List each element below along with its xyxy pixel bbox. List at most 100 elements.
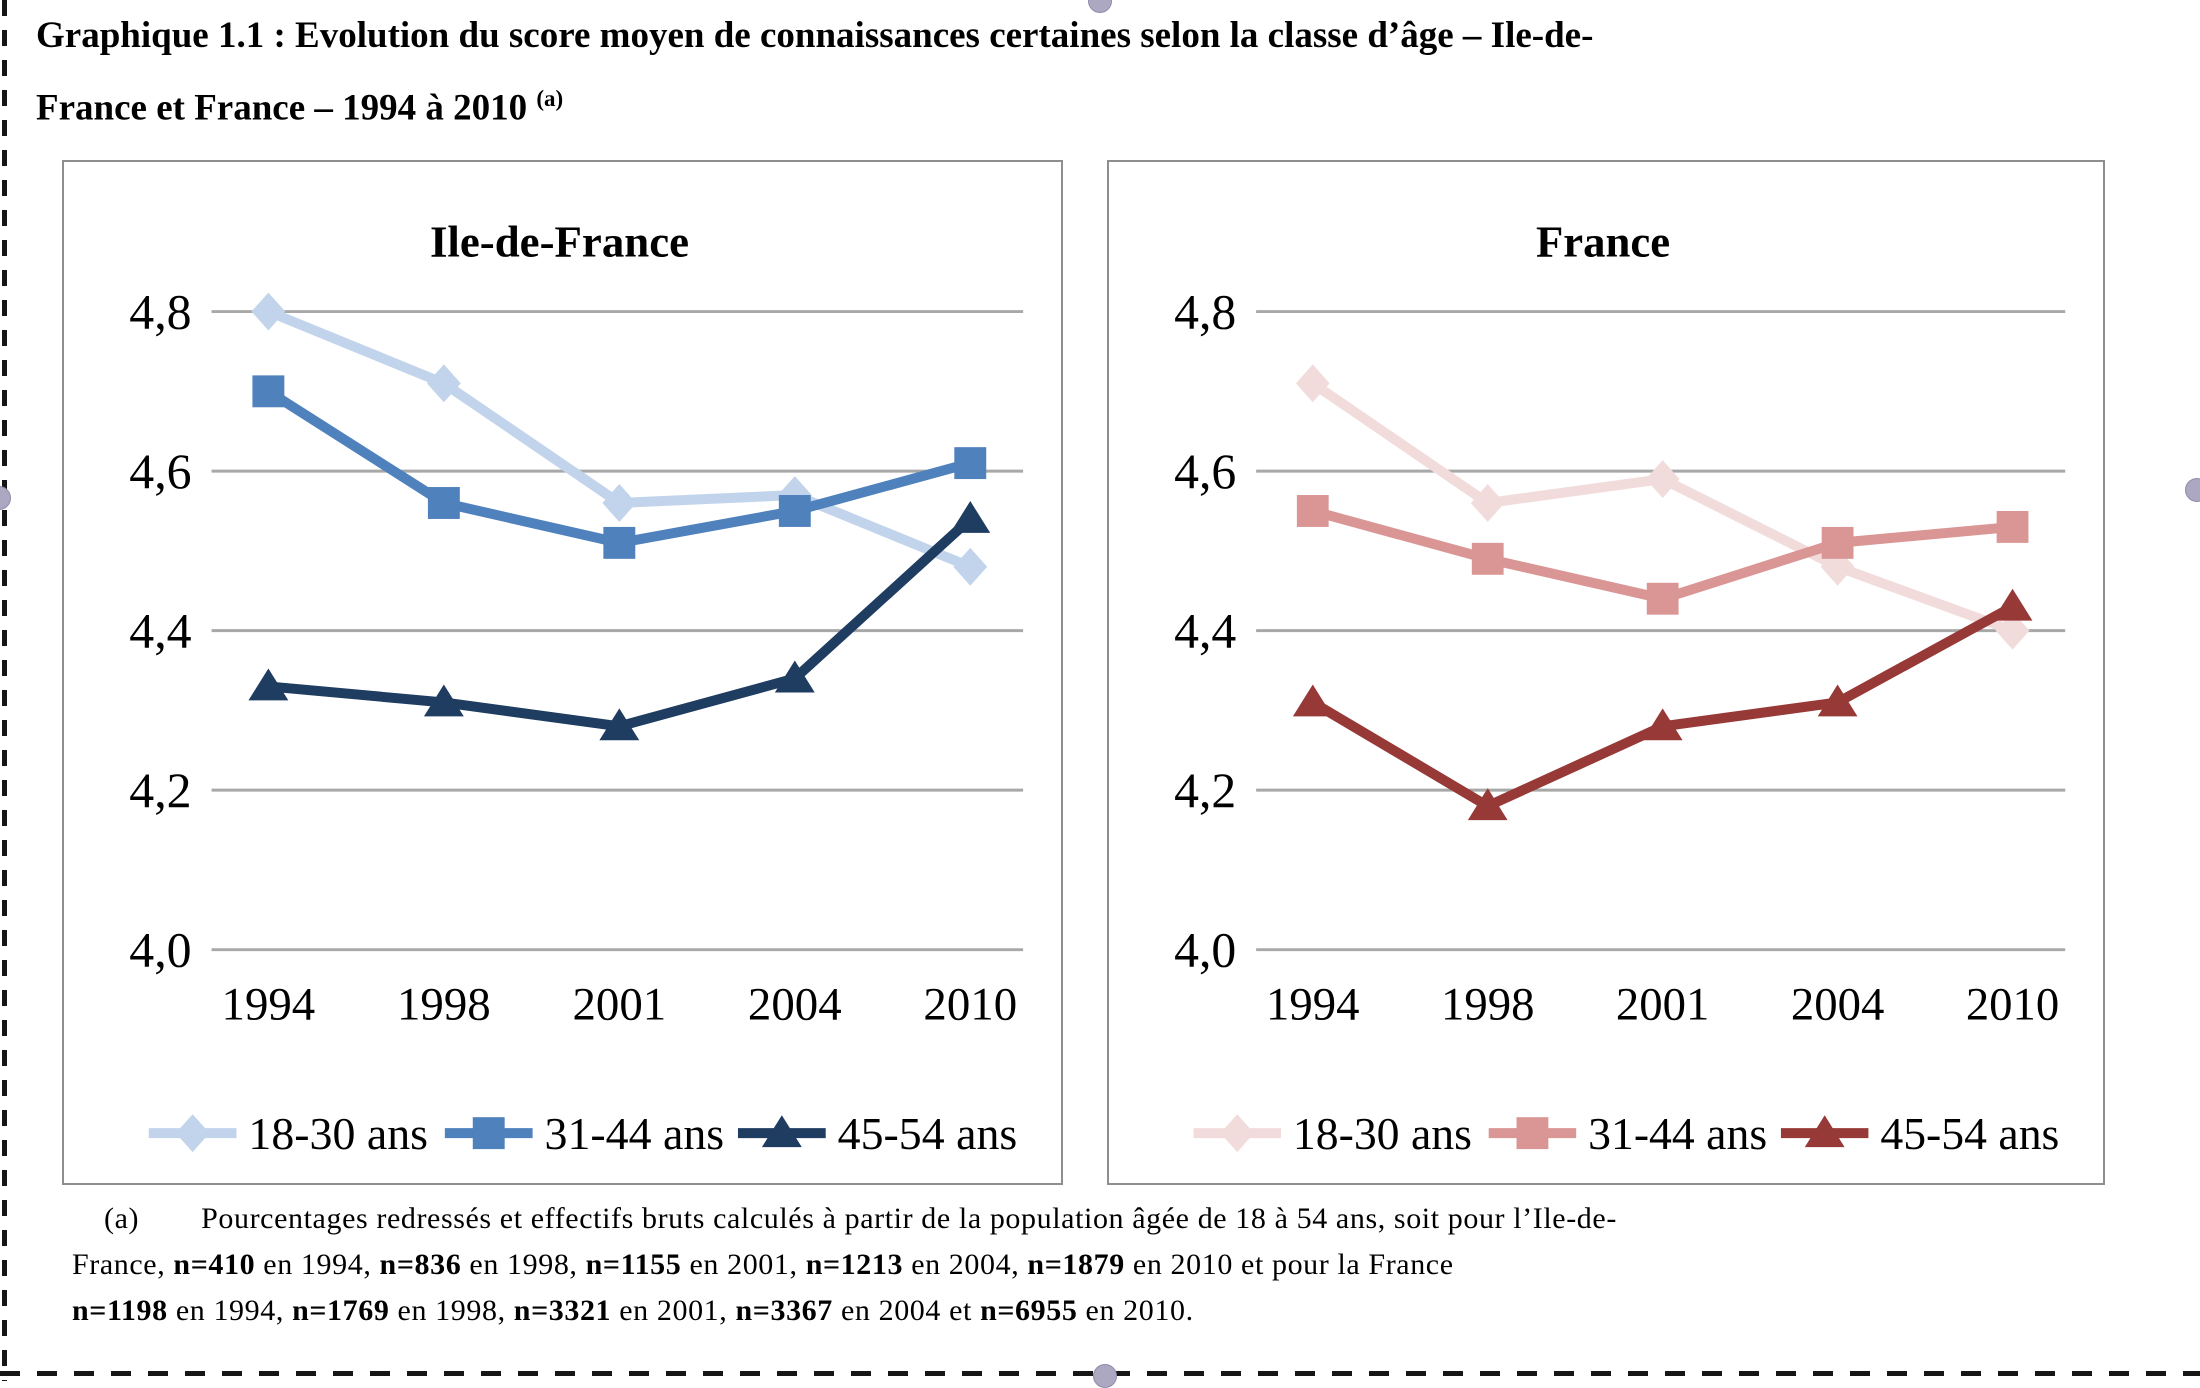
y-axis-tick-label: 4,0 [1174, 923, 1236, 978]
legend-item: 18-30 ans [148, 1108, 428, 1159]
legend-marker [1220, 1114, 1255, 1153]
line-chart-france: 4,8 4,6 4,4 4,2 4,0 1994 1998 2001 2004 2010 Franc… [1174, 217, 2066, 1159]
chart-panel-france: 4,8 4,6 4,4 4,2 4,0 1994 1998 2001 2004 2010 Franc… [1107, 160, 2105, 1185]
x-axis-tick-label: 2001 [572, 978, 666, 1030]
y-axis-tick-label: 4,2 [129, 763, 191, 818]
footnote-text: en 1998, [461, 1248, 586, 1281]
legend-marker [472, 1117, 505, 1150]
legend-marker [1804, 1115, 1845, 1148]
canvas-dashed-border-left [2, 0, 7, 1381]
data-point-marker [1467, 788, 1508, 821]
x-axis-tick-label: 1994 [222, 978, 316, 1030]
resize-handle-bottom[interactable] [1093, 1364, 1117, 1388]
footnote-line: (a) Pourcentages redressés et effectifs b… [72, 1196, 2147, 1242]
legend-item: 18-30 ans [1193, 1108, 1472, 1159]
footnote-sample-size-value: n=1155 [585, 1248, 682, 1281]
data-point-marker [1292, 684, 1333, 717]
line-chart-ile-de-france: 4,8 4,6 4,4 4,2 4,0 1994 1998 2001 2004 2010 Ile-d… [129, 217, 1024, 1159]
footnote-text: en 2001, [611, 1294, 736, 1327]
y-axis-tick-label: 4,6 [1174, 444, 1236, 499]
x-axis-tick-label: 1998 [397, 978, 491, 1030]
footnote-text: en 2004, [903, 1248, 1028, 1281]
document-title-line-1: Graphique 1.1 : Evolution du score moyen… [36, 15, 1594, 56]
data-point-marker [1996, 510, 2029, 543]
y-axis-tick-label: 4,4 [129, 604, 191, 659]
legend-marker [761, 1115, 802, 1148]
x-axis-tick-label: 2001 [1616, 978, 1709, 1030]
resize-handle-right[interactable] [2185, 478, 2200, 502]
footnote-text: en 1998, [389, 1294, 514, 1327]
footnote-text: en 2004 et [832, 1294, 981, 1327]
footnote-line: n=1198 en 1994, n=1769 en 1998, n=3321 e… [72, 1288, 2147, 1334]
chart-title: Ile-de-France [430, 217, 689, 267]
y-axis-tick-label: 4,0 [129, 923, 191, 978]
resize-handle-left[interactable] [0, 486, 11, 510]
y-axis-tick-label: 4,8 [129, 285, 191, 340]
data-point-marker [1295, 364, 1330, 403]
data-point-marker [251, 292, 286, 331]
footnote-sample-size-value: n=1769 [292, 1294, 390, 1327]
data-point-marker [953, 547, 988, 586]
x-axis-tick-label: 2004 [1791, 978, 1884, 1030]
chart-title: France [1536, 217, 1670, 267]
data-point-marker [1646, 582, 1679, 615]
footnote-text: en 2001, [681, 1248, 806, 1281]
x-axis-tick-label: 2004 [748, 978, 842, 1030]
data-point-marker [778, 495, 811, 527]
footnote-text: (a) [104, 1202, 140, 1235]
x-axis-tick-label: 1998 [1441, 978, 1534, 1030]
data-point-marker [1821, 526, 1854, 559]
data-point-marker [1645, 460, 1680, 499]
data-point-marker [1296, 495, 1329, 527]
document-title: Graphique 1.1 : Evolution du score moyen… [36, 4, 2166, 139]
footnote-sample-size-value: n=1213 [805, 1248, 904, 1281]
data-point-marker [950, 501, 991, 533]
legend-item: 31-44 ans [1488, 1108, 1767, 1159]
legend-label: 31-44 ans [545, 1108, 725, 1159]
footnote-text: en 1994, [167, 1294, 293, 1327]
footnote-text: Pourcentages redressés et effectifs brut… [201, 1202, 1617, 1235]
legend-label: 18-30 ans [1293, 1108, 1472, 1159]
footnote-line: France, n=410 en 1994, n=836 en 1998, n=… [72, 1242, 2147, 1288]
data-point-marker [1995, 611, 2030, 650]
footnote-sample-size-value: n=6955 [980, 1294, 1078, 1327]
footnote-text: en 2010 et pour la France [1124, 1248, 1454, 1281]
y-axis-tick-label: 4,2 [1174, 763, 1236, 818]
footnote-sample-size-value: n=1879 [1027, 1248, 1125, 1281]
footnote-text: en 2010. [1077, 1294, 1194, 1327]
data-point-marker [1642, 708, 1683, 741]
footnote-sample-size-value: n=410 [173, 1248, 256, 1281]
legend-item: 45-54 ans [1780, 1108, 2059, 1159]
legend-marker [1516, 1117, 1549, 1150]
footnote-text: en 1994, [255, 1248, 380, 1281]
legend-item: 45-54 ans [737, 1108, 1018, 1159]
footnote-reference-mark: (a) [536, 86, 564, 111]
document-title-line-2: France et France – 1994 à 2010 [36, 87, 537, 129]
data-point-marker [1470, 484, 1505, 522]
footnote-sample-size-value: n=3367 [735, 1294, 833, 1327]
data-point-marker [427, 487, 460, 519]
y-axis-tick-label: 4,4 [1174, 604, 1236, 659]
legend-label: 18-30 ans [248, 1108, 428, 1159]
footnote-text: France, [72, 1248, 174, 1281]
x-axis-tick-label: 2010 [1966, 978, 2059, 1030]
data-point-marker [954, 447, 987, 480]
data-point-marker [423, 684, 464, 717]
data-point-marker [1471, 542, 1504, 575]
y-axis-tick-label: 4,8 [1174, 284, 1236, 339]
legend-item: 31-44 ans [444, 1108, 725, 1159]
series-line-45-54-ans [1310, 602, 2015, 812]
data-point-marker [252, 375, 285, 408]
legend-marker [175, 1114, 210, 1153]
data-point-marker [603, 526, 636, 559]
x-axis-tick-label: 2010 [923, 978, 1017, 1030]
data-point-marker [774, 660, 815, 693]
x-axis-tick-label: 1994 [1266, 978, 1359, 1030]
data-point-marker [602, 484, 637, 522]
y-axis-tick-label: 4,6 [129, 444, 191, 499]
footnote-sample-size-value: n=1198 [72, 1294, 168, 1327]
legend-label: 45-54 ans [838, 1108, 1018, 1159]
footnote-sample-size-value: n=836 [379, 1248, 462, 1281]
chart-panel-ile-de-france: 4,8 4,6 4,4 4,2 4,0 1994 1998 2001 2004 2010 Ile-d… [62, 160, 1063, 1185]
